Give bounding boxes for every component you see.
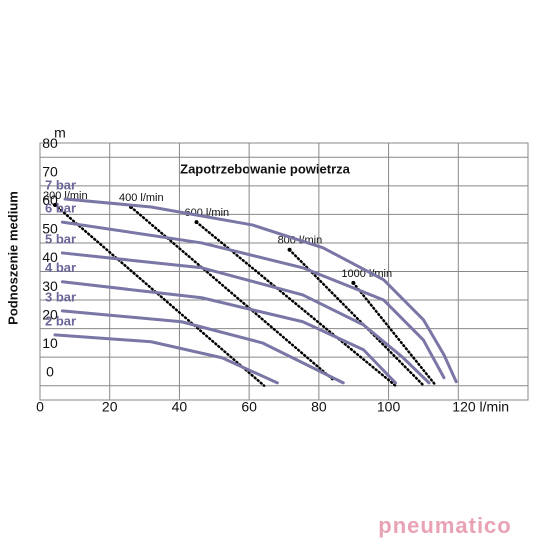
- air-line-dot: [287, 247, 292, 252]
- curve-label: 3 bar: [45, 289, 76, 304]
- y-tick-label: 80: [42, 135, 58, 151]
- x-tick-label: 0: [36, 399, 44, 415]
- air-line-dot: [351, 280, 356, 285]
- curve-label: 5 bar: [45, 231, 76, 246]
- air-consumption-line: [352, 281, 438, 387]
- curve-label: 4 bar: [45, 260, 76, 275]
- y-unit: m: [54, 125, 66, 141]
- y-axis-label: Podnoszenie medium: [5, 191, 20, 325]
- pressure-curve: [60, 280, 398, 385]
- x-tick-label: 40: [172, 399, 188, 415]
- x-tick-label: 60: [241, 399, 257, 415]
- y-tick-label: 50: [42, 221, 58, 237]
- y-tick-label: 10: [42, 335, 58, 351]
- pressure-curve: [63, 197, 458, 384]
- y-tick-label: 20: [42, 306, 58, 322]
- pressure-curve: [60, 220, 446, 380]
- air-consumption-line: [129, 205, 335, 381]
- chart-title: Zapotrzebowanie powietrza: [180, 161, 351, 176]
- air-consumption-line: [53, 203, 266, 387]
- pressure-curve: [60, 251, 431, 385]
- pressure-curve: [60, 309, 345, 385]
- curve-label: 7 bar: [45, 177, 76, 192]
- y-tick-label: 0: [46, 363, 54, 379]
- y-tick-label: 30: [42, 278, 58, 294]
- curve-label: 2 bar: [45, 313, 76, 328]
- x-tick-label: 100: [377, 399, 401, 415]
- air-line-dot: [52, 202, 57, 207]
- x-tick-label: 120 l/min: [452, 399, 509, 415]
- pressure-curve: [53, 333, 279, 385]
- y-tick-label: 40: [42, 249, 58, 265]
- logo: pneumatico: [378, 513, 511, 538]
- curve-label: 6 bar: [45, 201, 76, 216]
- x-tick-label: 20: [102, 399, 118, 415]
- y-tick-label: 70: [42, 164, 58, 180]
- air-line-dot: [194, 220, 199, 225]
- air-line-label: 400 l/min: [119, 192, 164, 204]
- x-tick-label: 80: [311, 399, 327, 415]
